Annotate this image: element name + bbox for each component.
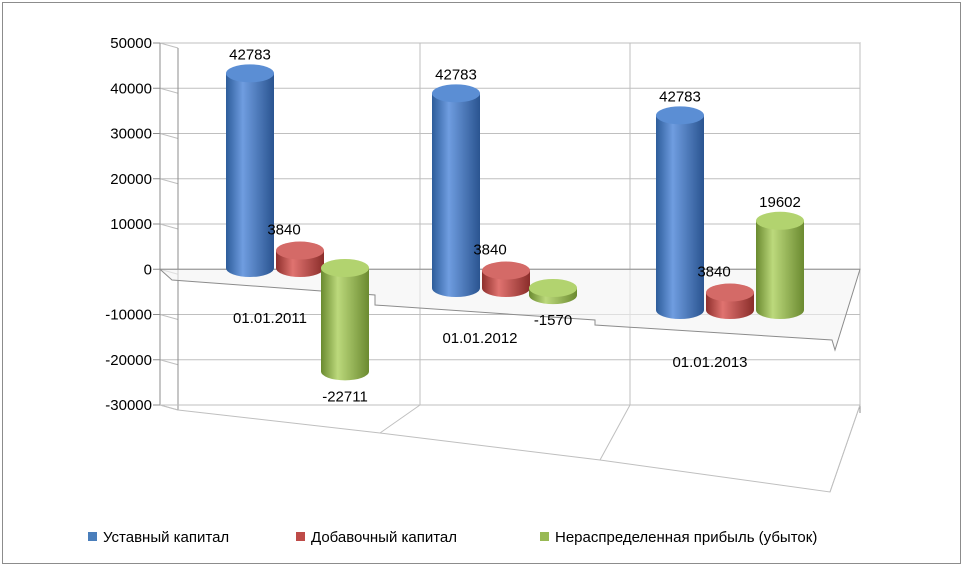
legend-item: Добавочный капитал	[296, 529, 457, 546]
bar-neraspr-1	[321, 259, 369, 381]
y-axis-ticks: 50000 40000 30000 20000 10000 0 -10000 -20000 -3…	[105, 35, 160, 414]
data-labels: 42783 3840 -22711 42783 3840 -1570 42783 3840 19…	[229, 46, 801, 405]
y-tick-label: 0	[144, 261, 152, 278]
bar-neraspr-2	[529, 279, 577, 305]
data-label: 3840	[267, 222, 300, 239]
bar-dobavochny-2	[482, 261, 530, 297]
data-label: 3840	[697, 264, 730, 281]
data-label: 42783	[435, 66, 477, 83]
legend-swatch	[88, 532, 97, 541]
data-label: 3840	[473, 242, 506, 259]
data-label: 42783	[659, 88, 701, 105]
legend-item: Нераспределенная прибыль (убыток)	[540, 529, 817, 546]
bar-ustavny-2	[432, 84, 480, 298]
legend-swatch	[296, 532, 305, 541]
y-tick-label: -20000	[105, 352, 152, 369]
y-tick-label: 40000	[110, 80, 152, 97]
category-label: 01.01.2013	[672, 354, 747, 371]
data-label: -1570	[534, 312, 572, 329]
legend-swatch	[540, 532, 549, 541]
data-label: -22711	[322, 388, 368, 405]
category-labels: 01.01.2011 01.01.2012 01.01.2013	[233, 310, 748, 371]
data-label: 42783	[229, 46, 271, 63]
data-label: 19602	[759, 194, 801, 211]
chart-bars	[226, 64, 804, 381]
y-tick-label: 10000	[110, 216, 152, 233]
bar-ustavny-1	[226, 64, 274, 278]
legend-label: Добавочный капитал	[311, 529, 457, 546]
category-label: 01.01.2011	[233, 310, 307, 327]
y-tick-label: 30000	[110, 126, 152, 143]
bar-ustavny-3	[656, 106, 704, 320]
legend-item: Уставный капитал	[88, 529, 229, 546]
y-tick-label: -10000	[105, 307, 152, 324]
legend: Уставный капитал Добавочный капитал Нерасп…	[88, 529, 817, 546]
category-label: 01.01.2012	[442, 330, 517, 347]
bar-dobavochny-3	[706, 283, 754, 319]
y-tick-label: 20000	[110, 171, 152, 188]
bar-neraspr-3	[756, 211, 804, 319]
legend-label: Нераспределенная прибыль (убыток)	[555, 529, 817, 546]
y-tick-label: -30000	[105, 397, 152, 414]
bar-dobavochny-1	[276, 241, 324, 277]
legend-label: Уставный капитал	[103, 529, 229, 546]
y-tick-label: 50000	[110, 35, 152, 52]
